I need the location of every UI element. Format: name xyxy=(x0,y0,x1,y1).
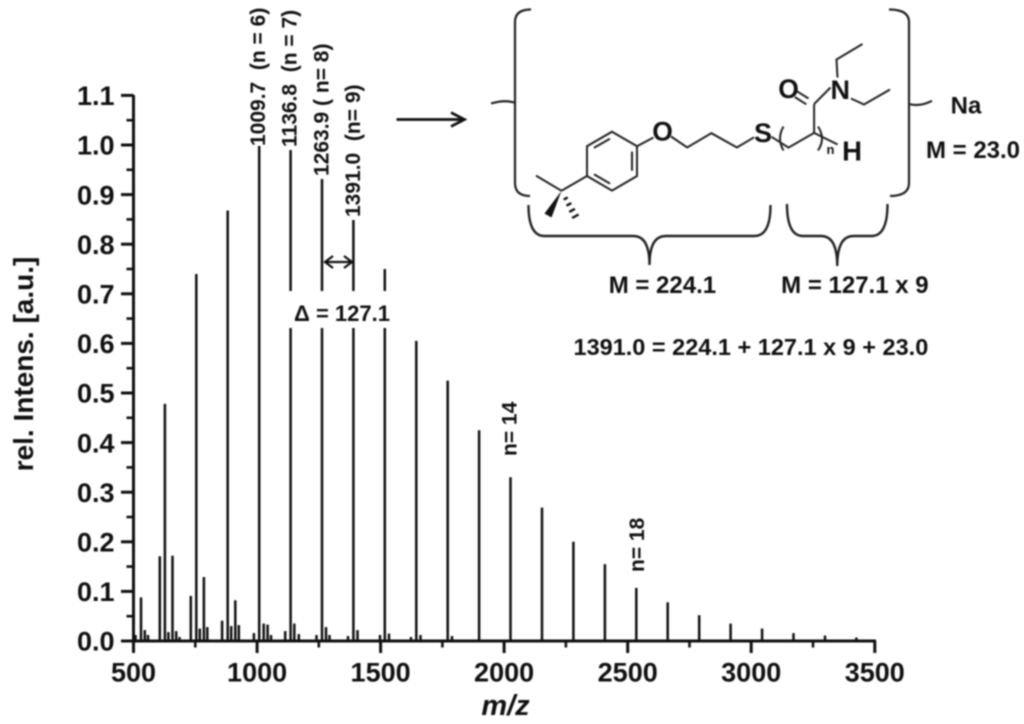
svg-text:M = 127.1 x 9: M = 127.1 x 9 xyxy=(781,272,928,299)
svg-text:2000: 2000 xyxy=(474,658,534,688)
svg-text:1500: 1500 xyxy=(351,658,411,688)
svg-text:0.5: 0.5 xyxy=(77,379,115,409)
svg-text:1009.7 (n = 6): 1009.7 (n = 6) xyxy=(247,8,270,146)
svg-text:M = 224.1: M = 224.1 xyxy=(609,272,716,299)
svg-text:1.0: 1.0 xyxy=(77,131,115,161)
svg-text:0.8: 0.8 xyxy=(77,230,115,260)
svg-text:n= 14: n= 14 xyxy=(499,401,522,456)
svg-text:0.1: 0.1 xyxy=(77,577,115,607)
svg-text:Na: Na xyxy=(951,93,982,120)
svg-text:n= 18: n= 18 xyxy=(626,517,649,572)
svg-text:O: O xyxy=(652,117,673,147)
svg-text:Δ = 127.1: Δ = 127.1 xyxy=(294,301,390,326)
svg-text:1391.0 (n= 9): 1391.0 (n= 9) xyxy=(342,85,365,218)
svg-text:2500: 2500 xyxy=(598,658,658,688)
svg-text:0.6: 0.6 xyxy=(77,329,115,359)
svg-text:N: N xyxy=(831,75,851,105)
svg-text:1000: 1000 xyxy=(227,658,287,688)
svg-text:1391.0 = 224.1 + 127.1 x 9 + 2: 1391.0 = 224.1 + 127.1 x 9 + 23.0 xyxy=(574,334,929,360)
svg-text:1263.9 ( n= 8): 1263.9 ( n= 8) xyxy=(310,44,333,177)
svg-text:3000: 3000 xyxy=(721,658,781,688)
svg-text:3500: 3500 xyxy=(845,658,905,688)
svg-text:0.0: 0.0 xyxy=(77,627,115,657)
svg-text:O: O xyxy=(778,74,799,104)
svg-text:0.7: 0.7 xyxy=(77,280,115,310)
svg-text:0.9: 0.9 xyxy=(77,180,115,210)
svg-text:rel. Intens. [a.u.]: rel. Intens. [a.u.] xyxy=(8,257,39,472)
svg-text:0.4: 0.4 xyxy=(77,428,115,458)
svg-text:1136.8 (n = 7): 1136.8 (n = 7) xyxy=(278,10,301,147)
svg-text:M = 23.0: M = 23.0 xyxy=(926,137,1020,164)
svg-text:0.2: 0.2 xyxy=(77,528,115,558)
svg-text:m/z: m/z xyxy=(481,690,530,722)
svg-text:S: S xyxy=(754,118,772,148)
svg-text:n: n xyxy=(827,142,835,157)
svg-text:500: 500 xyxy=(111,658,156,688)
svg-text:0.3: 0.3 xyxy=(77,478,115,508)
svg-text:1.1: 1.1 xyxy=(77,81,115,111)
svg-text:H: H xyxy=(842,136,862,167)
